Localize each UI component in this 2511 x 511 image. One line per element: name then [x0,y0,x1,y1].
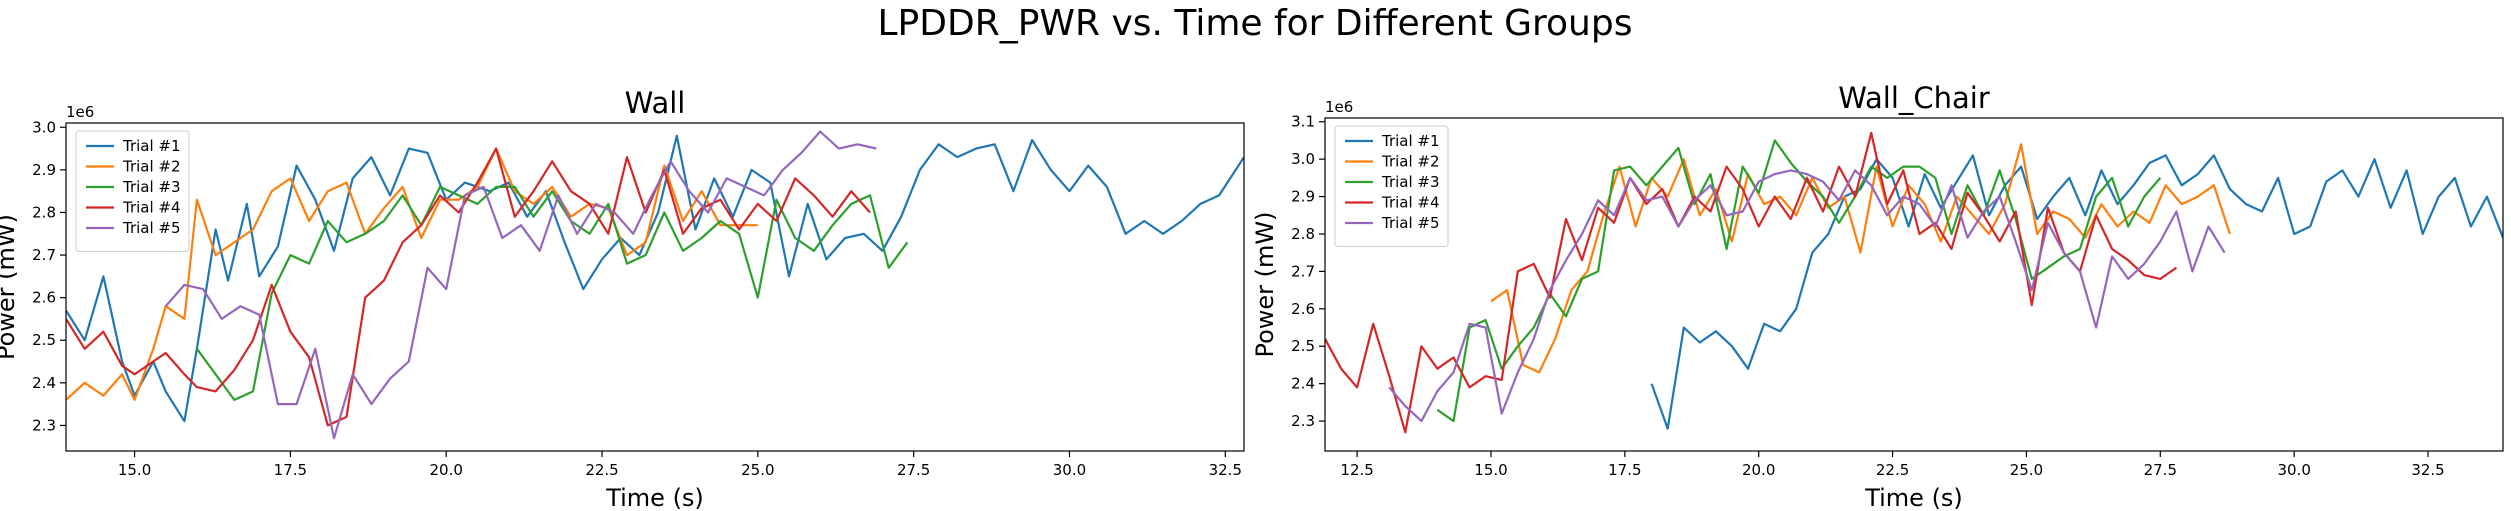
chart-title: Wall [625,86,686,120]
chart-title: Wall_Chair [1838,81,1990,115]
figure-title: LPDDR_PWR vs. Time for Different Groups [878,3,1633,44]
legend-box [75,130,190,252]
legend-box [1334,125,1449,247]
x-tick-label: 32.5 [2411,461,2444,479]
y-tick-label: 2.6 [1291,300,1315,318]
legend-label: Trial #4 [122,199,181,217]
y-offset-label: 1e6 [1325,98,1353,116]
x-tick-label: 25.0 [741,461,774,479]
x-tick-label: 27.5 [2144,461,2177,479]
y-offset-label: 1e6 [66,103,94,121]
legend-label: Trial #5 [1381,214,1440,232]
x-tick-label: 22.5 [585,461,618,479]
plot-frame [65,122,1245,452]
y-tick-label: 3.0 [1291,150,1315,168]
legend: Trial #1 Trial #2 Trial #3 Trial #4 Trial #5 [75,130,190,252]
series-line-trial-3 [1436,139,2162,423]
series-line-trial-2 [1490,143,2231,374]
y-tick-label: 2.5 [1291,337,1315,355]
y-tick-label: 3.1 [1291,113,1315,131]
series-line-trial-1 [66,134,1244,423]
x-tick-label: 12.5 [1340,461,1373,479]
x-tick-label: 27.5 [897,461,930,479]
y-tick-label: 2.9 [1291,188,1315,206]
x-tick-label: 30.0 [1053,461,1086,479]
y-tick-label: 2.3 [32,416,56,434]
x-tick-label: 17.5 [274,461,307,479]
legend-label: Trial #3 [1381,173,1440,191]
x-axis-label: Time (s) [1864,484,1963,511]
legend-label: Trial #5 [122,219,181,237]
legend-label: Trial #1 [1381,132,1440,150]
legend-label: Trial #2 [122,158,181,176]
y-tick-label: 2.5 [32,331,56,349]
x-tick-label: 20.0 [429,461,462,479]
x-tick-label: 15.0 [1474,461,1507,479]
y-tick-label: 2.8 [1291,225,1315,243]
series-line-trial-1 [1650,154,2503,430]
y-tick-label: 2.7 [32,246,56,264]
series-line-trial-4 [1325,131,2178,434]
x-tick-label: 30.0 [2277,461,2310,479]
legend: Trial #1 Trial #2 Trial #3 Trial #4 Trial #5 [1334,125,1449,247]
y-tick-label: 2.9 [32,161,56,179]
legend-label: Trial #1 [122,137,181,155]
legend-label: Trial #4 [1381,194,1440,212]
series-line-trial-5 [1388,169,2226,423]
series-line-trial-4 [66,147,871,427]
y-axis-label: Power (mW) [1251,211,1279,357]
y-tick-label: 2.4 [32,374,56,392]
legend-label: Trial #3 [122,178,181,196]
plot-frame [1324,117,2504,452]
y-tick-label: 3.0 [32,118,56,136]
x-tick-label: 32.5 [1209,461,1242,479]
series-line-trial-5 [164,130,877,440]
wall-chart: Wall 15.0 17.5 20.0 22.5 25.0 27.5 30.0 32.5 2.3 2… [0,86,1245,511]
x-axis-label: Time (s) [605,484,704,511]
series-line-trial-3 [196,185,909,401]
y-axis-label: Power (mW) [0,214,20,360]
x-tick-label: 22.5 [1876,461,1909,479]
x-tick-label: 20.0 [1742,461,1775,479]
y-tick-label: 2.7 [1291,262,1315,280]
wall-chair-chart: Wall_Chair 12.5 15.0 17.5 20.0 22.5 25.0 27.5 30… [1251,81,2504,511]
y-tick-label: 2.4 [1291,375,1315,393]
x-tick-label: 15.0 [118,461,151,479]
x-tick-label: 17.5 [1608,461,1641,479]
y-tick-label: 2.6 [32,289,56,307]
x-tick-label: 25.0 [2010,461,2043,479]
series-line-trial-2 [66,147,758,401]
y-tick-label: 2.8 [32,203,56,221]
y-tick-label: 2.3 [1291,412,1315,430]
legend-label: Trial #2 [1381,153,1440,171]
